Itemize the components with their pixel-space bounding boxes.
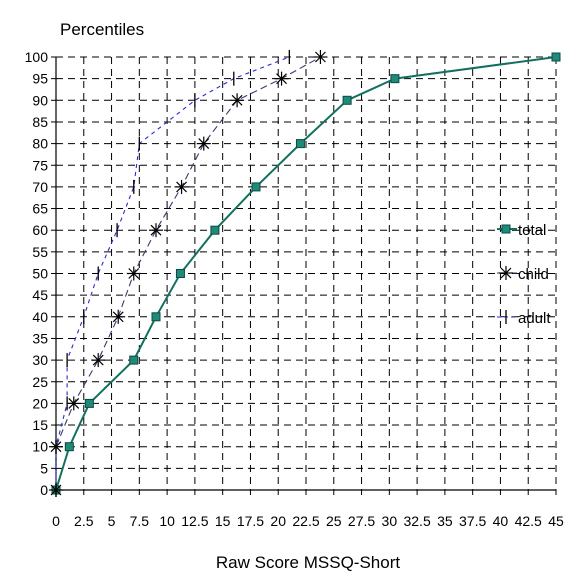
total-point <box>295 139 305 149</box>
y-tick-label: 95 <box>32 71 48 87</box>
x-tick-label: 22.5 <box>292 513 319 529</box>
child-point <box>196 136 211 151</box>
total-point <box>390 74 400 84</box>
asterisk-stroke <box>68 397 80 409</box>
y-tick-label: 25 <box>32 374 48 390</box>
y-tick-label: 35 <box>32 330 48 346</box>
x-tick-label: 37.5 <box>459 513 486 529</box>
y-tick-label: 50 <box>32 266 48 282</box>
x-tick-label: 15 <box>215 513 231 529</box>
legend-label: child <box>518 266 549 283</box>
y-tick-label: 5 <box>40 460 48 476</box>
x-axis-title: Raw Score MSSQ-Short <box>216 553 400 572</box>
total-point <box>251 182 261 192</box>
total-point <box>64 442 74 452</box>
legend-marker <box>499 266 513 280</box>
legend-item-child: child <box>497 266 549 283</box>
total-point <box>151 312 161 322</box>
asterisk-stroke <box>112 311 124 323</box>
x-tick-label: 12.5 <box>181 513 208 529</box>
asterisk-stroke <box>128 268 140 279</box>
x-tick-label: 45 <box>548 513 564 529</box>
y-tick-label: 60 <box>32 222 48 238</box>
y-tick-label: 10 <box>32 439 48 455</box>
child-point <box>313 50 328 64</box>
x-tick-label: 40 <box>493 513 509 529</box>
y-tick-label: 40 <box>32 309 48 325</box>
total-point <box>342 95 352 105</box>
y-tick-label: 45 <box>32 287 48 303</box>
y-tick-label: 20 <box>32 395 48 411</box>
x-tick-label: 17.5 <box>237 513 264 529</box>
y-tick-label: 90 <box>32 92 48 108</box>
child-point <box>126 266 141 281</box>
y-tick-label: 70 <box>32 179 48 195</box>
y-tick-label: 85 <box>32 114 48 130</box>
y-tick-label: 55 <box>32 244 48 260</box>
child-point <box>274 71 289 86</box>
y-tick-label: 100 <box>25 49 49 65</box>
legend-marker <box>501 224 511 234</box>
y-tick-label: 30 <box>32 352 48 368</box>
asterisk-stroke <box>231 94 243 106</box>
asterisk-stroke <box>176 181 187 193</box>
child-point <box>230 93 245 108</box>
child-point <box>66 396 81 411</box>
child-point <box>91 353 106 368</box>
series-adult <box>55 50 290 497</box>
legend-label: total <box>518 222 546 239</box>
x-tick-label: 0 <box>52 513 60 529</box>
asterisk-stroke <box>150 224 162 236</box>
legend: total child adult <box>497 222 551 327</box>
child-line <box>55 56 321 490</box>
x-tick-label: 10 <box>159 513 175 529</box>
asterisk-stroke <box>500 267 512 279</box>
child-point <box>111 309 126 324</box>
total-line <box>55 56 557 491</box>
y-tick-label: 65 <box>32 201 48 217</box>
x-tick-label: 2.5 <box>74 513 94 529</box>
total-point <box>129 355 139 365</box>
total-point <box>84 398 94 408</box>
adult-line <box>55 56 290 490</box>
y-tick-label: 0 <box>40 482 48 498</box>
y-tick-label: 80 <box>32 136 48 152</box>
x-tick-label: 5 <box>108 513 116 529</box>
x-tick-label: 20 <box>270 513 286 529</box>
asterisk-stroke <box>198 138 210 150</box>
total-point <box>210 225 220 235</box>
y-tick-label: 15 <box>32 417 48 433</box>
x-tick-label: 25 <box>326 513 342 529</box>
x-tick-label: 27.5 <box>348 513 375 529</box>
asterisk-stroke <box>315 51 326 63</box>
y-axis-title: Percentiles <box>60 20 144 39</box>
asterisk-stroke <box>276 73 287 85</box>
x-tick-label: 42.5 <box>515 513 542 529</box>
legend-item-adult: adult <box>497 310 551 327</box>
x-tick-label: 30 <box>382 513 398 529</box>
axes <box>51 56 557 495</box>
x-tick-label: 35 <box>437 513 453 529</box>
asterisk-stroke <box>92 354 104 366</box>
x-tick-label: 7.5 <box>130 513 150 529</box>
legend-item-total: total <box>497 222 546 239</box>
grid <box>56 56 557 490</box>
legend-label: adult <box>518 310 551 327</box>
total-point <box>175 269 185 278</box>
x-tick-label: 32.5 <box>403 513 430 529</box>
y-tick-label: 75 <box>32 157 48 173</box>
child-point <box>174 179 189 194</box>
total-point <box>551 52 561 62</box>
series-layer <box>49 50 561 497</box>
tick-labels: 0510152025303540455055606570758085909510… <box>25 49 564 529</box>
child-point <box>149 223 163 238</box>
